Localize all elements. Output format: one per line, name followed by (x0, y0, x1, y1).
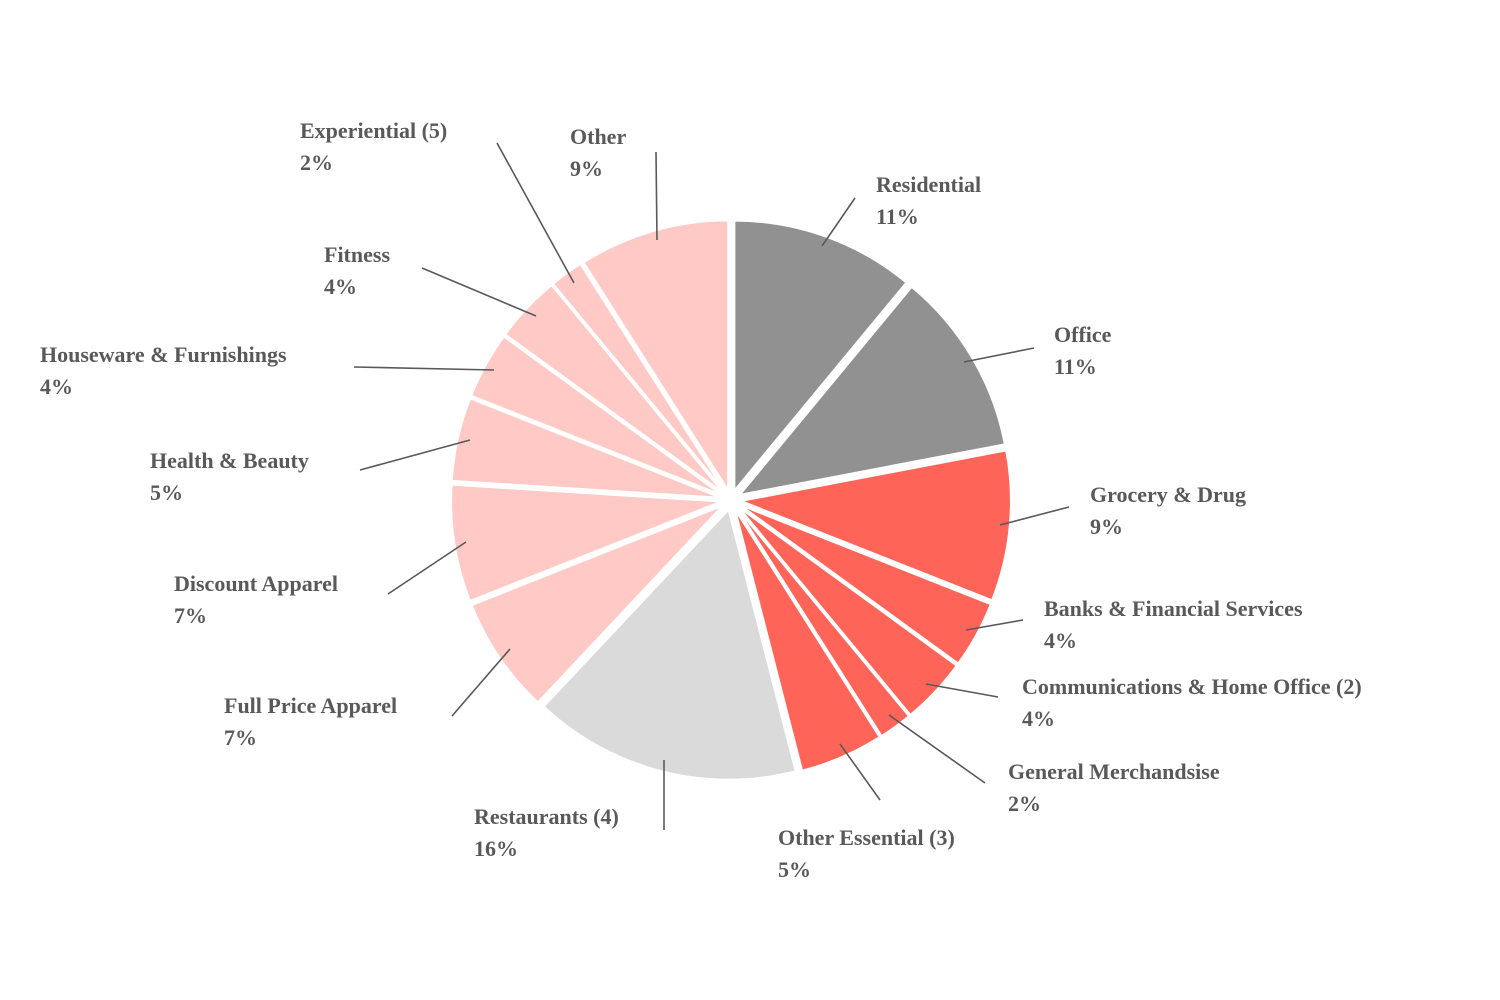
slice-other-essential-3 (734, 508, 882, 772)
leader-line-residential (821, 197, 856, 247)
leader-line-general-merchandsise (888, 714, 986, 784)
slice-percent-label: 9% (1090, 514, 1123, 539)
slice-health-beauty (450, 397, 722, 499)
slice-restaurants-4 (542, 507, 797, 781)
slice-name-label: Grocery & Drug (1090, 482, 1246, 507)
slice-name-label: Houseware & Furnishings (40, 342, 287, 367)
slice-name-label: Other Essential (3) (778, 825, 955, 850)
slice-houseware-furnishings (469, 335, 723, 497)
leader-lines (353, 142, 1070, 830)
leader-line-grocery-drug (999, 506, 1070, 526)
slice-residential (733, 219, 908, 494)
leader-line-experiential-5 (496, 142, 575, 284)
slice-name-label: Communications & Home Office (2) (1022, 674, 1362, 699)
leader-line-other-essential-3 (839, 743, 881, 801)
slice-name-label: Full Price Apparel (224, 693, 397, 718)
slice-name-label: Health & Beauty (150, 448, 309, 473)
slice-percent-label: 4% (1022, 706, 1055, 731)
slice-communications-home-office-2 (737, 506, 959, 717)
slice-name-label: Experiential (5) (300, 118, 447, 143)
slice-name-label: Office (1054, 322, 1112, 347)
slice-percent-label: 4% (40, 374, 73, 399)
slice-office (737, 285, 1006, 497)
slice-name-label: Fitness (324, 242, 390, 267)
pie-slices (450, 219, 1012, 781)
leader-line-houseware-furnishings (353, 366, 495, 371)
slice-percent-label: 2% (1008, 791, 1041, 816)
leader-line-other (655, 151, 658, 241)
slice-name-label: Other (570, 124, 626, 149)
slice-percent-label: 4% (1044, 628, 1077, 653)
slice-percent-label: 11% (1054, 354, 1097, 379)
slice-percent-label: 16% (474, 836, 518, 861)
slice-fitness (503, 283, 725, 494)
slice-percent-label: 7% (224, 725, 257, 750)
slice-percent-label: 2% (300, 150, 333, 175)
slice-percent-label: 4% (324, 274, 357, 299)
slice-percent-label: 5% (150, 480, 183, 505)
leader-line-office (963, 347, 1035, 363)
slice-name-label: Discount Apparel (174, 571, 338, 596)
slice-percent-label: 11% (876, 204, 919, 229)
leader-line-full-price-apparel (451, 648, 511, 717)
slice-full-price-apparel (470, 504, 724, 704)
slice-name-label: Banks & Financial Services (1044, 596, 1303, 621)
leader-line-discount-apparel (387, 541, 467, 595)
leader-line-communications-home-office-2 (925, 683, 999, 698)
slice-grocery-drug (737, 449, 1012, 602)
slice-banks-financial-services (739, 503, 993, 665)
slice-name-label: General Merchandsise (1008, 759, 1220, 784)
slice-percent-label: 9% (570, 156, 603, 181)
slice-discount-apparel (450, 483, 722, 603)
slice-percent-label: 7% (174, 603, 207, 628)
slice-percent-label: 5% (778, 857, 811, 882)
slice-experiential-5 (551, 262, 726, 493)
slice-general-merchandsise (736, 507, 911, 738)
leader-line-fitness (421, 267, 537, 317)
slice-name-label: Residential (876, 172, 981, 197)
slice-labels: Residential 11% Office 11% Grocery & Drug 9% B… (40, 118, 1362, 882)
leader-line-banks-financial-services (965, 619, 1024, 631)
leader-line-health-beauty (359, 439, 471, 471)
slice-other (582, 219, 730, 494)
slice-name-label: Restaurants (4) (474, 804, 619, 829)
